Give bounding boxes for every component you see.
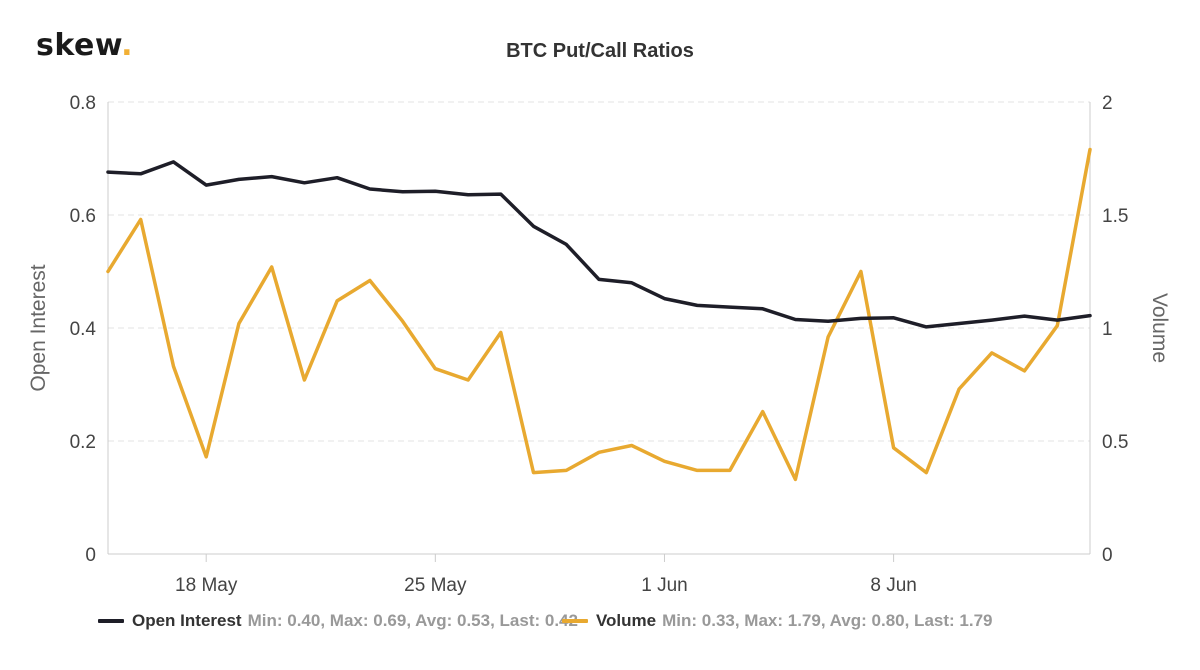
y-right-tick-label: 2 — [1102, 93, 1113, 114]
tick-labels: 0 0.2 0.4 0.6 0.8 0 0.5 1 1.5 2 18 May 25 May 1 Jun 8… — [27, 93, 1171, 596]
legend-name-volume: Volume — [595, 611, 657, 630]
skew-logo: skew. — [36, 28, 133, 63]
y-right-axis-title: Volume — [1148, 293, 1171, 363]
y-left-tick-label: 0.8 — [70, 93, 96, 114]
legend: Open Interest Min: 0.40, Max: 0.69, Avg:… — [98, 609, 992, 633]
legend-swatch-volume — [561, 619, 588, 623]
series-line-open-interest — [106, 160, 1092, 329]
y-right-tick-label: 0.5 — [1102, 432, 1128, 453]
legend-name-open-interest: Open Interest — [132, 611, 242, 630]
y-right-tick-label: 0 — [1102, 545, 1113, 566]
y-left-tick-label: 0.6 — [70, 206, 96, 227]
x-tick-label: 1 Jun — [641, 575, 687, 596]
logo-dot: . — [121, 28, 134, 63]
legend-item-volume[interactable]: Volume Min: 0.33, Max: 1.79, Avg: 0.80, … — [561, 611, 993, 631]
y-left-tick-label: 0.4 — [70, 319, 97, 340]
y-left-tick-label: 0 — [85, 545, 96, 566]
y-left-axis-title: Open Interest — [27, 264, 50, 391]
series-lines — [106, 147, 1092, 482]
grid-lines — [108, 101, 1090, 442]
axes — [107, 102, 1091, 562]
y-right-tick-label: 1 — [1102, 319, 1113, 340]
legend-stats-volume: Min: 0.33, Max: 1.79, Avg: 0.80, Last: 1… — [662, 611, 993, 630]
legend-item-open-interest[interactable]: Open Interest Min: 0.40, Max: 0.69, Avg:… — [98, 611, 578, 631]
x-tick-label: 8 Jun — [870, 575, 916, 596]
chart-title: BTC Put/Call Ratios — [506, 40, 694, 62]
y-right-tick-label: 1.5 — [1102, 206, 1128, 227]
x-tick-label: 18 May — [175, 575, 238, 596]
x-tick-label: 25 May — [404, 575, 467, 596]
legend-swatch-open-interest — [98, 619, 124, 623]
series-line-volume — [106, 147, 1092, 482]
legend-stats-open-interest: Min: 0.40, Max: 0.69, Avg: 0.53, Last: 0… — [247, 611, 578, 630]
y-left-tick-label: 0.2 — [70, 432, 96, 453]
logo-text: skew — [36, 28, 122, 63]
